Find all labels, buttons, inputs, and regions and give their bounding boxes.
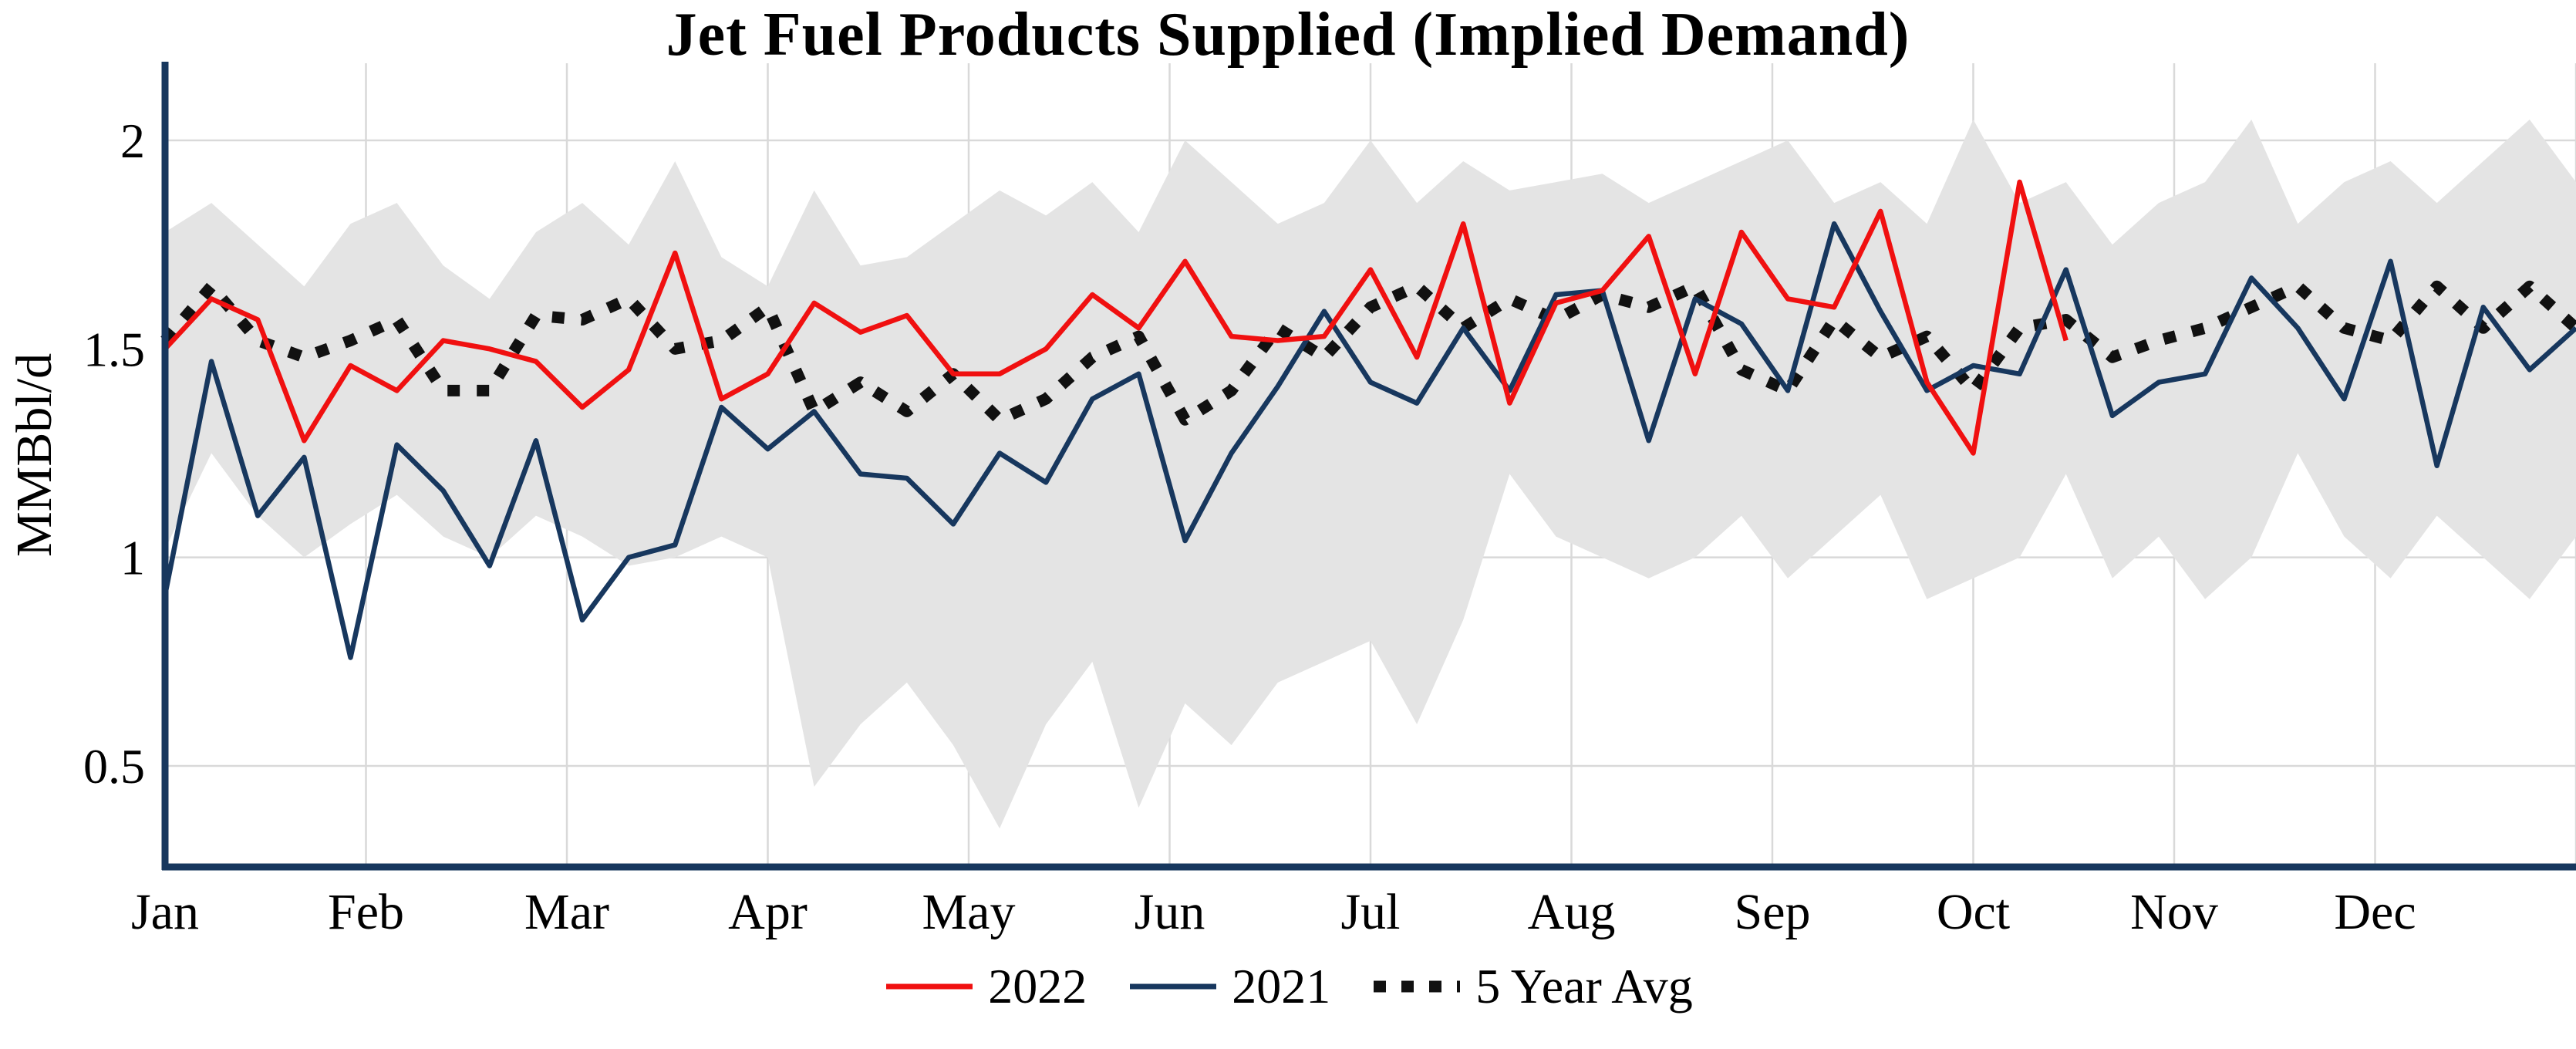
series-line-2021	[162, 221, 2576, 660]
svg-text:Jul: Jul	[1340, 884, 1400, 940]
svg-text:Apr: Apr	[728, 884, 808, 940]
legend-item-2021: 2021	[1127, 958, 1330, 1015]
svg-text:Oct: Oct	[1937, 884, 2010, 940]
x-tick-labels: Jan Feb Mar Apr May Jun Jul Aug Sep Oct Nov Dec	[131, 884, 2416, 940]
svg-text:1: 1	[120, 531, 145, 585]
axes	[161, 62, 2576, 871]
svg-text:Nov: Nov	[2130, 884, 2218, 940]
svg-text:1.5: 1.5	[83, 322, 145, 376]
y-tick-labels: 0.5 1 1.5 2	[83, 113, 145, 794]
legend: 2022 2021 5 Year Avg	[0, 958, 2576, 1015]
legend-line-sample	[1374, 980, 1461, 993]
svg-text:Dec: Dec	[2334, 884, 2416, 940]
series-line-2022	[163, 179, 2069, 456]
legend-label: 5 Year Avg	[1475, 959, 1693, 1014]
svg-text:Jun: Jun	[1135, 884, 1205, 940]
svg-text:Mar: Mar	[524, 884, 609, 940]
legend-item-5-year-avg: 5 Year Avg	[1371, 958, 1693, 1015]
legend-line-sample	[1130, 983, 1217, 990]
legend-item-2022: 2022	[883, 958, 1087, 1015]
svg-text:Sep: Sep	[1735, 884, 1811, 940]
svg-text:Feb: Feb	[328, 884, 404, 940]
legend-label: 2022	[988, 959, 1087, 1014]
legend-line-sample	[886, 983, 973, 990]
svg-text:2: 2	[120, 113, 145, 168]
svg-text:0.5: 0.5	[83, 739, 145, 794]
svg-text:May: May	[922, 884, 1016, 940]
svg-text:Jan: Jan	[131, 884, 199, 940]
series-line-5-year-avg	[160, 280, 2576, 426]
five-year-range-band	[165, 119, 2576, 829]
svg-text:Aug: Aug	[1528, 884, 1616, 940]
legend-label: 2021	[1232, 959, 1331, 1014]
chart-title: Jet Fuel Products Supplied (Implied Dema…	[666, 1, 1910, 69]
